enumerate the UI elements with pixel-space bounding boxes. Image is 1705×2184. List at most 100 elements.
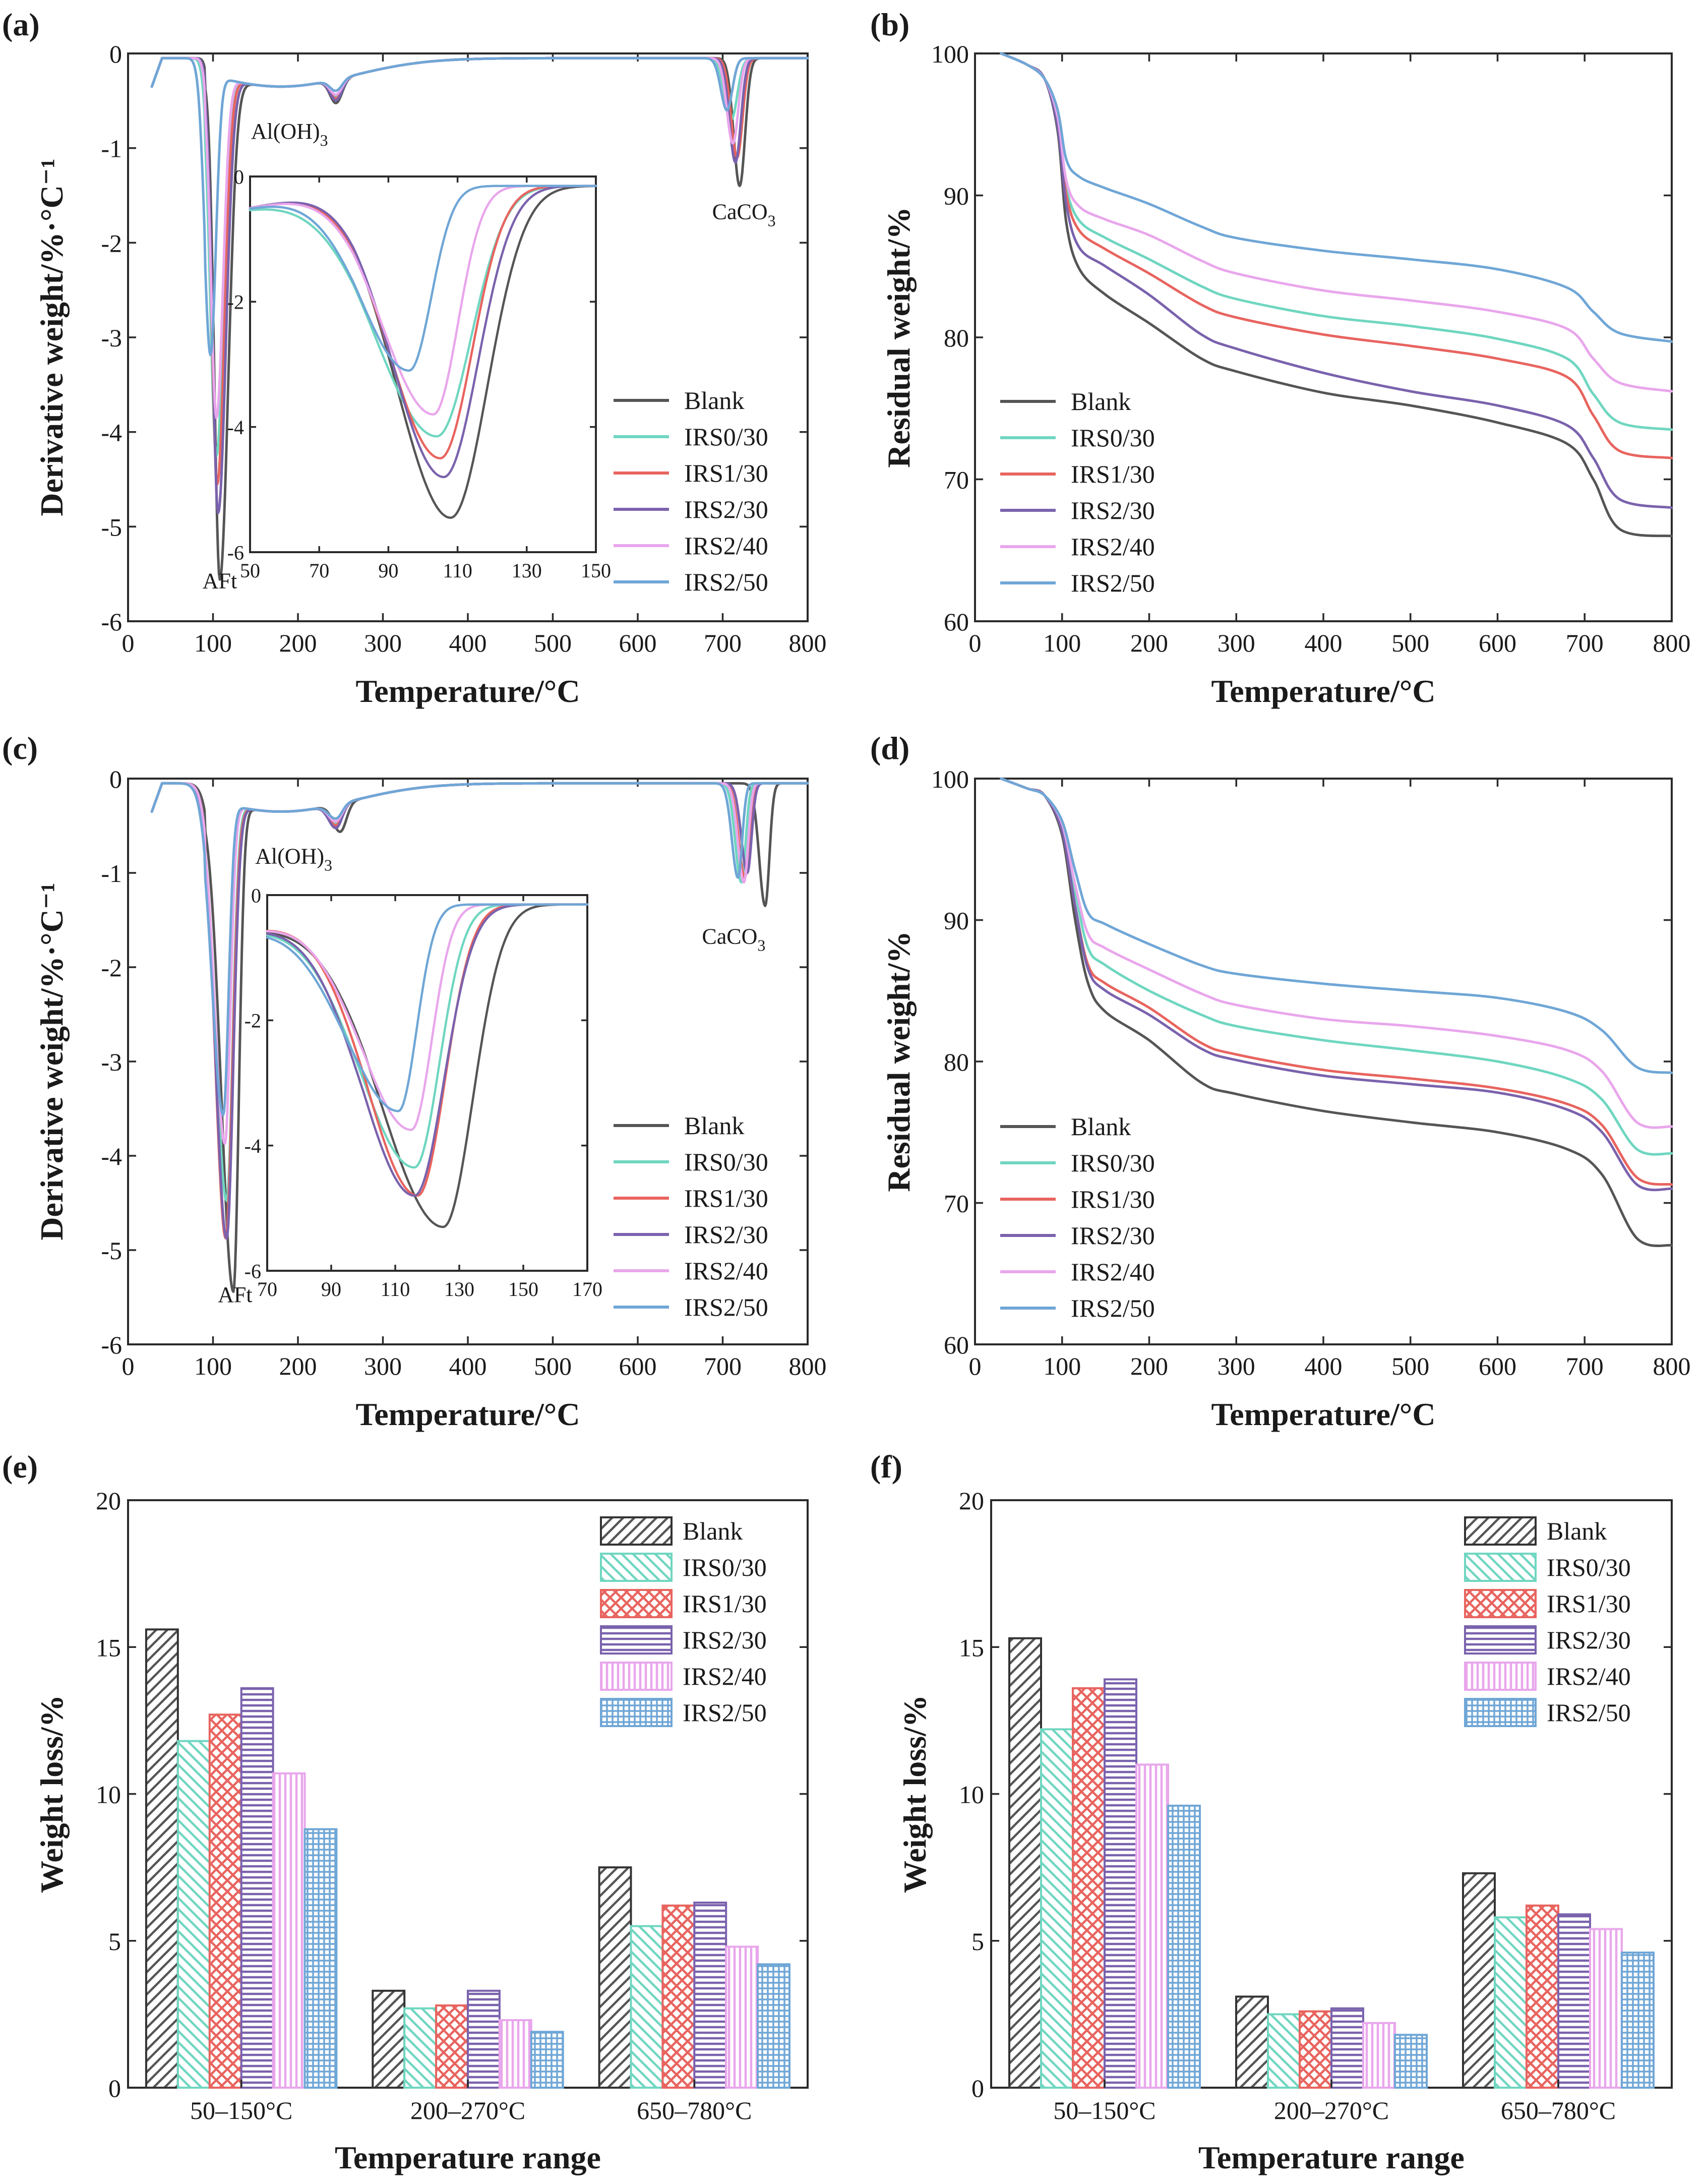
bar-irs0-30-0 [1040,1728,1074,2089]
x-tick-label: 500 [1391,1352,1429,1380]
legend-label-irs1-30: IRS1/30 [683,1589,767,1618]
inset-series-line-irs2-50 [249,185,597,372]
x-tick-label: 400 [449,1352,487,1380]
y-tick-label: -6 [101,608,122,636]
legend-label-irs2-30: IRS2/30 [684,495,768,523]
y-tick-label: 0 [971,2074,984,2102]
x-tick-label: 700 [1566,1352,1604,1380]
y-tick-label: 90 [944,907,969,935]
inset-x-tick-label: 110 [381,1278,410,1301]
y-axis-title: Weight loss/% [897,1695,933,1893]
x-tick-label: 600 [1479,629,1516,657]
series-line-irs2-40 [1000,52,1673,393]
y-tick-label: 60 [944,1331,969,1359]
legend-label-irs1-30: IRS1/30 [1071,1185,1155,1213]
inset-series-line-irs2-30 [249,185,597,479]
chart-a: 0 100 200 300 400 500 600 700 800-6-5-4-3-2-10(a… [2,7,827,709]
annotation-al-oh: Al(OH)3 [251,119,328,149]
series-line-irs2-50 [1000,52,1673,343]
y-tick-label: -6 [101,1331,122,1359]
inset-x-tick-label: 170 [572,1278,602,1301]
legend-label-irs1-30: IRS1/30 [684,1184,768,1212]
series-line-irs2-50 [150,782,809,1116]
bar-irs2-50-1 [1394,2034,1428,2089]
annotation-al-oh: Al(OH)3 [255,844,332,874]
legend-swatch-irs1-30 [600,1589,673,1618]
x-axis-title: Temperature/°C [355,1396,580,1432]
x-tick-label: 0 [969,1352,982,1380]
legend: Blank IRS0/30 IRS1/30 IRS2/30 IRS2/40 IRS2/50 [1000,1112,1155,1322]
x-tick-label: 600 [619,629,657,657]
bar-irs1-30-2 [1526,1904,1559,2089]
y-tick-label: -4 [101,1142,122,1170]
bar-irs1-30-2 [661,1904,696,2089]
legend: Blank IRS0/30 IRS1/30 IRS2/30 IRS2/40 IRS2/50 [1464,1516,1631,1727]
x-tick-label: 300 [364,629,402,657]
series-line-irs2-30 [1000,52,1673,509]
legend-label-irs1-30: IRS1/30 [684,459,768,487]
y-tick-label: 100 [931,765,969,793]
x-tick-label: 600 [619,1352,657,1380]
y-tick-label: 15 [96,1633,121,1662]
bar-irs1-30-0 [208,1714,242,2089]
bar-blank-2 [598,1866,632,2089]
legend-label-blank: Blank [1547,1517,1607,1545]
inset-chart: 70 90 110 130 150 170 -6 -4 -2 0 [245,884,602,1301]
annotation-aft: AFt [203,568,237,593]
x-tick-label: 400 [1305,629,1343,657]
bar-irs2-30-2 [693,1902,727,2089]
legend-swatch-irs2-30 [1464,1625,1537,1655]
y-tick-label: 15 [959,1633,984,1662]
category-label: 650–780°C [637,2096,752,2124]
y-tick-label: 90 [944,182,969,210]
panel-label: (b) [870,7,909,42]
inset-series-line-irs2-50 [266,903,589,1112]
x-tick-label: 700 [1566,629,1604,657]
series-line-irs2-30 [1000,777,1673,1192]
annotation-caco: CaCO3 [702,924,765,954]
chart-e: 0 5 10 15 20 (e) Temperature range Weight loss/… [2,1449,809,2175]
x-tick-label: 200 [1130,1352,1168,1380]
chart-b: 0 100 200 300 400 500 600 700 800 60 70 80 90 100 (b) T… [870,7,1691,709]
y-axis-title: Weight loss/% [34,1695,70,1893]
category-label: 200–270°C [1274,2096,1389,2124]
panel-label: (e) [2,1449,38,1485]
legend-label-irs2-40: IRS2/40 [684,532,768,560]
bar-blank-1 [1235,1995,1269,2089]
category-label: 50–150°C [190,2096,292,2124]
y-tick-label: -2 [101,229,122,257]
legend-label-blank: Blank [684,1111,744,1140]
x-tick-label: 800 [1653,629,1691,657]
inset-y-tick-label: -4 [245,1135,261,1157]
bar-irs2-40-2 [1589,1928,1623,2089]
legend-label-irs1-30: IRS1/30 [1071,460,1155,488]
legend-label-irs0-30: IRS0/30 [1547,1553,1631,1581]
inset-y-tick-label: -6 [227,541,244,564]
bar-irs2-40-1 [498,2019,532,2089]
y-tick-label: 70 [944,466,969,494]
panel-label: (a) [2,7,40,42]
inset-x-tick-label: 150 [581,559,611,582]
inset-y-tick-label: 0 [251,884,261,907]
bar-irs0-30-2 [1494,1916,1528,2089]
bar-blank-2 [1462,1872,1496,2089]
x-tick-label: 500 [1391,629,1429,657]
y-tick-label: -1 [101,859,122,888]
legend-swatch-blank [600,1516,673,1546]
x-axis-title: Temperature range [335,2140,601,2175]
x-tick-label: 0 [122,1352,135,1380]
legend: Blank IRS0/30 IRS1/30 IRS2/30 IRS2/40 IRS2/50 [600,1516,767,1727]
y-tick-label: 80 [944,1048,969,1076]
legend-label-irs2-30: IRS2/30 [684,1220,768,1249]
x-tick-label: 400 [449,629,487,657]
bar-irs0-30-0 [176,1740,211,2089]
legend-swatch-irs2-40 [600,1662,673,1691]
y-tick-label: 5 [971,1927,984,1956]
y-tick-label: 20 [959,1487,984,1515]
chart-d: 0 100 200 300 400 500 600 700 800 60 70 80 90 100 (d) T… [870,730,1691,1432]
bar-irs1-30-1 [435,2004,469,2089]
inset-x-tick-label: 130 [444,1278,474,1301]
y-tick-label: 100 [931,40,969,68]
legend-label-irs2-50: IRS2/50 [683,1698,767,1727]
x-tick-label: 300 [1217,629,1255,657]
